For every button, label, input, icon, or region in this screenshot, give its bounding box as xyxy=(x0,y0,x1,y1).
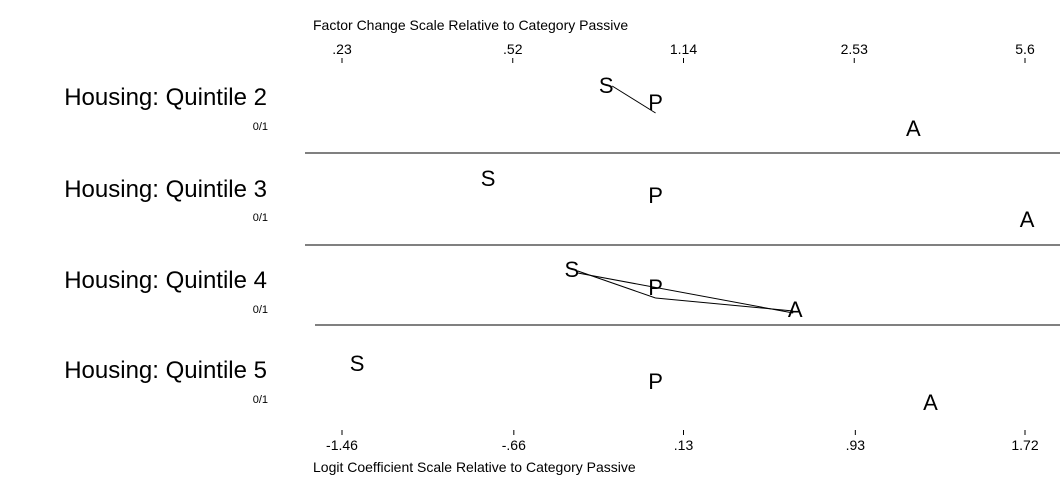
point-p: P xyxy=(648,90,663,115)
top-tick-label: .23 xyxy=(332,41,352,57)
point-p: P xyxy=(648,183,663,208)
bottom-tick-label: 1.72 xyxy=(1011,437,1038,453)
point-s: S xyxy=(564,257,579,282)
point-a: A xyxy=(788,297,803,322)
point-a: A xyxy=(923,390,938,415)
point-p: P xyxy=(648,275,663,300)
top-axis-title: Factor Change Scale Relative to Category… xyxy=(313,17,628,33)
point-a: A xyxy=(906,116,921,141)
point-s: S xyxy=(599,73,614,98)
row-quintile-2: Housing: Quintile 2 0/1 S P A xyxy=(64,73,921,141)
row-label: Housing: Quintile 3 xyxy=(64,176,267,203)
row-label: Housing: Quintile 5 xyxy=(64,357,267,384)
point-s: S xyxy=(350,351,365,376)
row-label: Housing: Quintile 4 xyxy=(64,267,267,294)
row-quintile-3: Housing: Quintile 3 0/1 S P A xyxy=(64,166,1035,232)
row-sublabel: 0/1 xyxy=(253,212,268,224)
point-a: A xyxy=(1020,207,1035,232)
row-quintile-5: Housing: Quintile 5 0/1 S P A xyxy=(64,351,938,415)
row-sublabel: 0/1 xyxy=(253,304,268,316)
row-sublabel: 0/1 xyxy=(253,121,268,133)
row-quintile-4: Housing: Quintile 4 0/1 S P A xyxy=(64,257,803,322)
top-tick-label: 5.6 xyxy=(1015,41,1035,57)
bottom-tick-label: .13 xyxy=(674,437,694,453)
row-sublabel: 0/1 xyxy=(253,394,268,406)
connector-line xyxy=(577,272,794,314)
row-label: Housing: Quintile 2 xyxy=(64,84,267,111)
bottom-tick-label: .93 xyxy=(846,437,866,453)
point-s: S xyxy=(481,166,496,191)
connector-line xyxy=(611,85,656,114)
point-p: P xyxy=(648,369,663,394)
top-tick-label: 1.14 xyxy=(670,41,697,57)
top-axis: Factor Change Scale Relative to Category… xyxy=(313,17,1035,63)
bottom-axis-title: Logit Coefficient Scale Relative to Cate… xyxy=(313,459,636,475)
bottom-axis: Logit Coefficient Scale Relative to Cate… xyxy=(313,430,1039,475)
top-tick-label: .52 xyxy=(503,41,523,57)
top-tick-label: 2.53 xyxy=(841,41,868,57)
bottom-tick-label: -1.46 xyxy=(326,437,358,453)
bottom-tick-label: -.66 xyxy=(502,437,526,453)
